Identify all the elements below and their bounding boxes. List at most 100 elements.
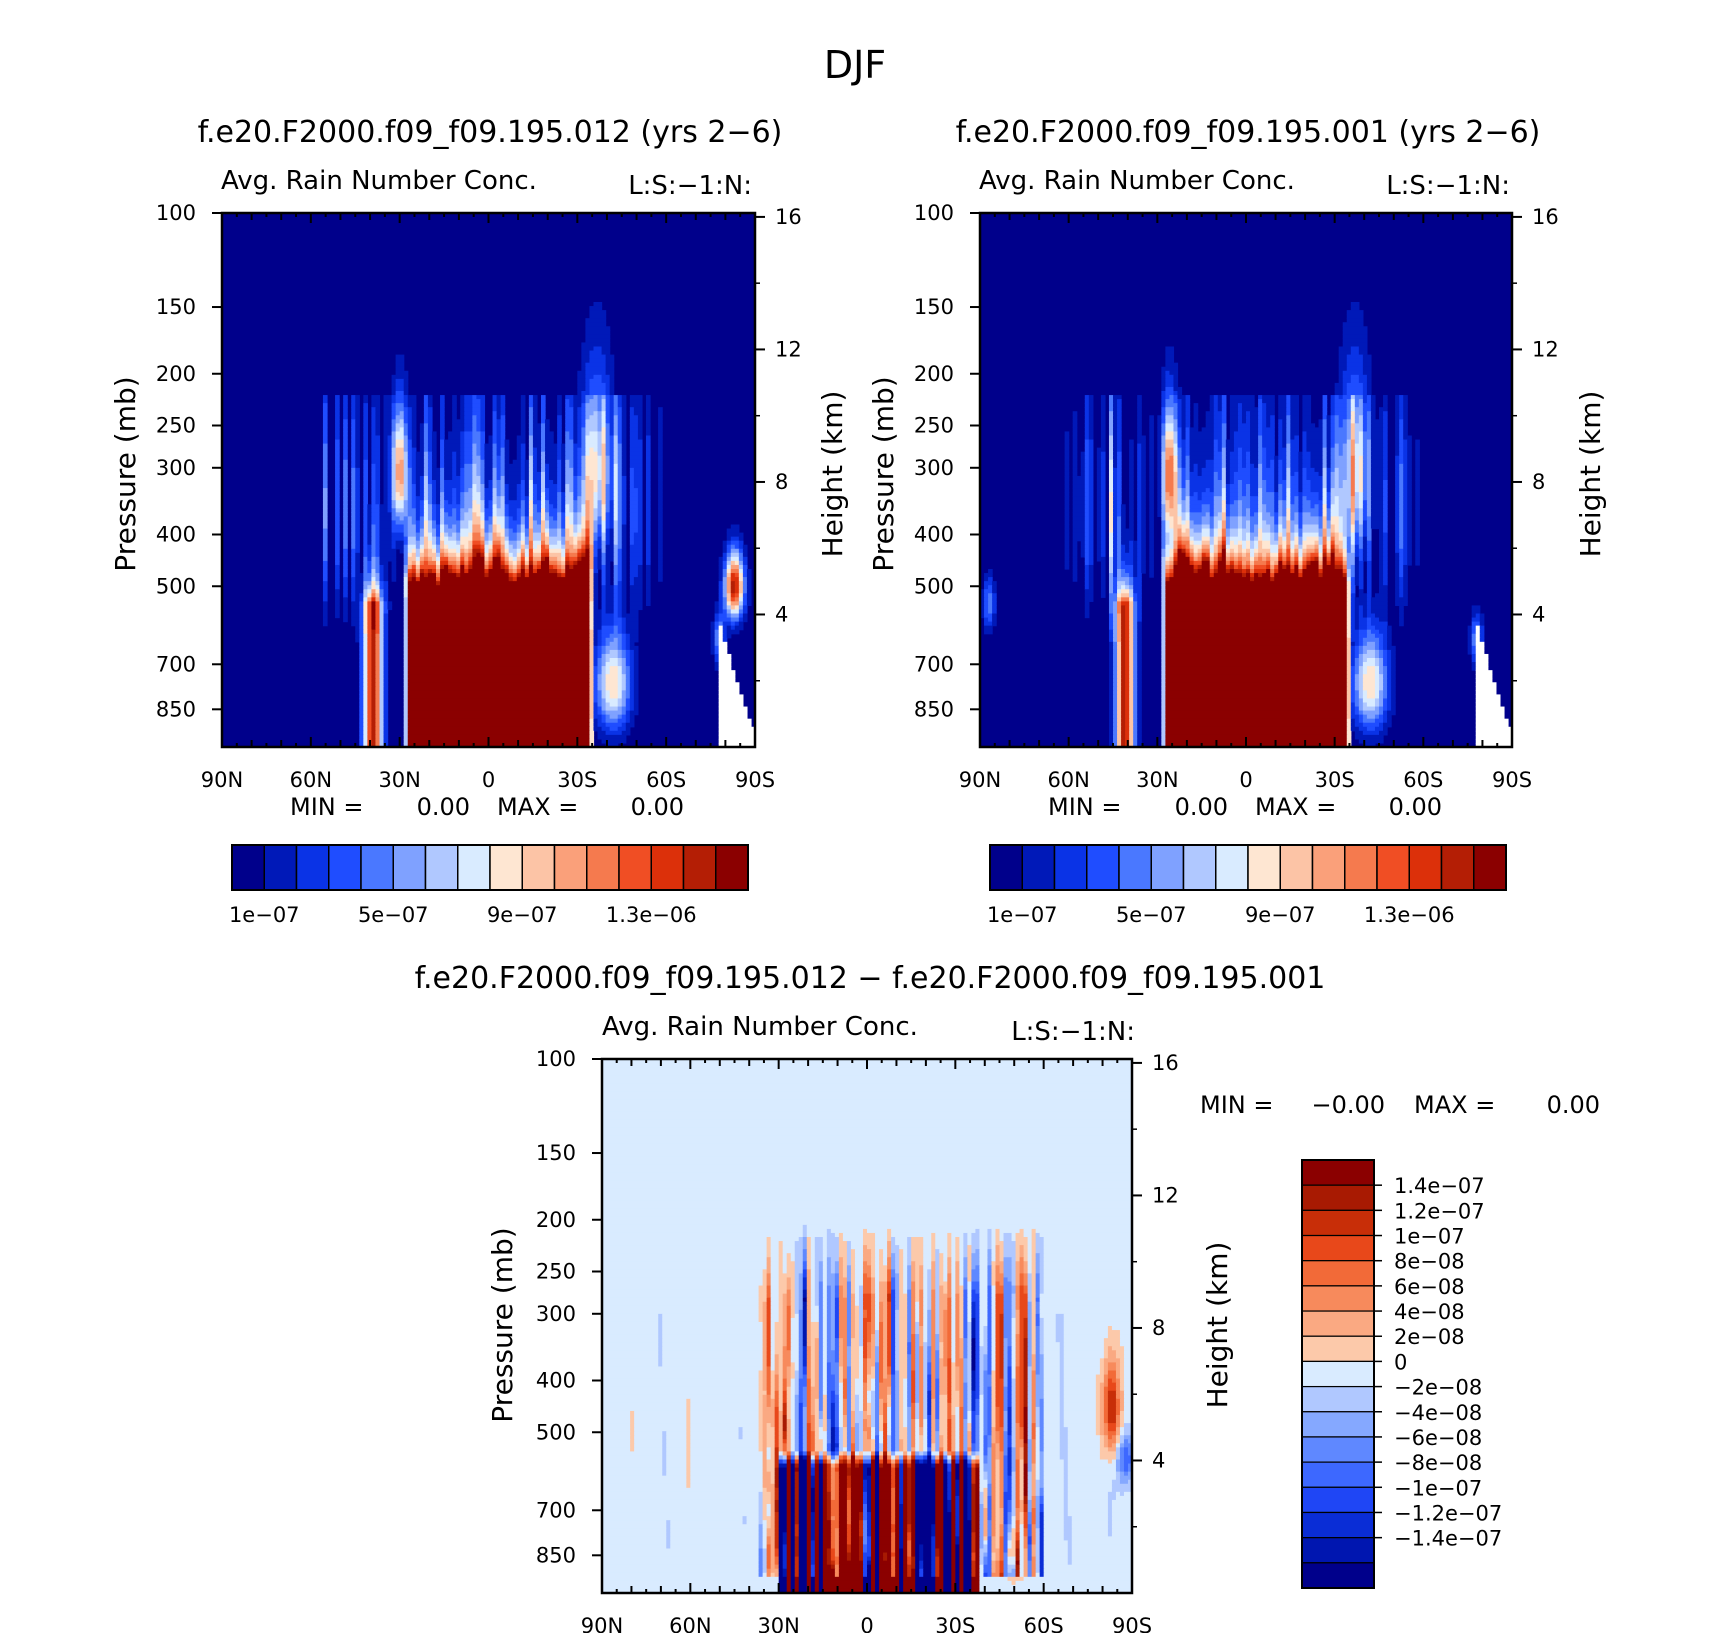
heatmap-cell — [1258, 415, 1263, 420]
heatmap-cell — [371, 423, 377, 429]
heatmap-cell — [520, 419, 526, 424]
heatmap-cell — [569, 459, 574, 465]
heatmap-cell — [633, 540, 643, 546]
heatmap-cell — [427, 447, 433, 453]
heatmap-cell — [577, 512, 582, 518]
heatmap-cell — [383, 613, 389, 619]
heatmap-cell — [379, 617, 385, 623]
heatmap-cell — [536, 451, 542, 457]
heatmap-cell — [1403, 471, 1408, 477]
heatmap-cell — [605, 358, 615, 364]
heatmap-cell — [407, 593, 591, 598]
heatmap-cell — [472, 411, 482, 416]
heatmap-cell — [1113, 480, 1118, 485]
heatmap-cell — [540, 504, 546, 509]
heatmap-cell — [472, 528, 482, 534]
heatmap-cell — [403, 593, 409, 598]
heatmap-cell — [1290, 467, 1299, 473]
heatmap-cell — [403, 601, 409, 607]
heatmap-cell — [609, 382, 615, 388]
heatmap-cell — [371, 666, 377, 671]
heatmap-cell — [585, 443, 599, 449]
heatmap-cell — [355, 516, 360, 522]
heatmap-cell — [540, 496, 546, 501]
heatmap-cell — [658, 512, 663, 518]
heatmap-cell — [508, 504, 522, 509]
heatmap-cell — [343, 613, 348, 619]
heatmap-cell — [423, 459, 429, 465]
heatmap-cell — [549, 463, 558, 469]
heatmap-cell — [484, 524, 490, 530]
heatmap-cell — [1274, 455, 1279, 461]
heatmap-cell — [1383, 443, 1388, 449]
heatmap-cell — [343, 504, 348, 509]
heatmap-cell — [569, 516, 574, 522]
heatmap-cell — [1346, 435, 1352, 441]
heatmap-cell — [617, 585, 623, 590]
heatmap-cell — [379, 702, 385, 708]
heatmap-cell — [427, 492, 433, 497]
heatmap-cell — [423, 552, 429, 558]
heatmap-cell — [601, 577, 607, 582]
heatmap-cell — [1113, 475, 1118, 481]
heatmap-cell — [375, 536, 381, 542]
heatmap-cell — [730, 601, 740, 607]
heatmap-cell — [1173, 435, 1179, 441]
heatmap-cell — [423, 463, 429, 469]
heatmap-cell — [407, 411, 413, 416]
heatmap-cell — [645, 500, 651, 505]
heatmap-cell — [1108, 455, 1114, 461]
heatmap-cell — [1358, 419, 1364, 424]
heatmap-cell — [431, 455, 437, 461]
heatmap-cell — [1185, 435, 1191, 441]
heatmap-cell — [355, 548, 360, 554]
heatmap-cell — [508, 484, 518, 489]
heatmap-cell — [597, 641, 603, 647]
heatmap-cell — [363, 536, 368, 542]
heatmap-cell — [427, 471, 433, 477]
heatmap-cell — [1165, 370, 1171, 376]
heatmap-cell — [637, 423, 643, 429]
heatmap-cell — [629, 645, 639, 651]
heatmap-cell — [1088, 451, 1094, 457]
heatmap-cell — [1165, 467, 1175, 473]
heatmap-cell — [1080, 471, 1086, 477]
heatmap-cell — [726, 548, 732, 554]
heatmap-cell — [629, 609, 639, 615]
heatmap-cell — [371, 467, 377, 473]
heatmap-cell — [549, 508, 558, 513]
heatmap-cell — [589, 633, 595, 639]
heatmap-cell — [629, 455, 643, 461]
heatmap-cell — [597, 658, 603, 663]
heatmap-cell — [1213, 407, 1219, 412]
heatmap-cell — [423, 395, 429, 400]
heatmap-cell — [415, 451, 425, 457]
heatmap-cell — [1241, 480, 1251, 485]
heatmap-cell — [1334, 480, 1340, 485]
heatmap-cell — [573, 484, 578, 489]
heatmap-cell — [1137, 415, 1142, 420]
heatmap-cell — [645, 475, 651, 481]
heatmap-cell — [407, 536, 417, 542]
heatmap-cell — [431, 484, 437, 489]
heatmap-cell — [1266, 484, 1275, 489]
heatmap-cell — [1181, 415, 1187, 420]
heatmap-cell — [375, 690, 381, 696]
heatmap-cell — [617, 423, 623, 429]
heatmap-cell — [395, 471, 405, 477]
heatmap-cell — [605, 597, 615, 602]
heatmap-cell — [464, 492, 473, 497]
heatmap-cell — [1084, 451, 1090, 457]
heatmap-cell — [1108, 395, 1114, 400]
heatmap-cell — [561, 556, 566, 562]
heatmap-cell — [746, 589, 752, 594]
heatmap-cell — [375, 577, 381, 582]
heatmap-cell — [335, 564, 340, 570]
heatmap-cell — [1322, 471, 1328, 477]
heatmap-cell — [589, 649, 595, 655]
heatmap-cell — [621, 605, 627, 611]
heatmap-cell — [383, 718, 389, 724]
heatmap-cell — [1258, 443, 1263, 449]
heatmap-cell — [363, 625, 368, 631]
heatmap-cell — [581, 556, 591, 562]
